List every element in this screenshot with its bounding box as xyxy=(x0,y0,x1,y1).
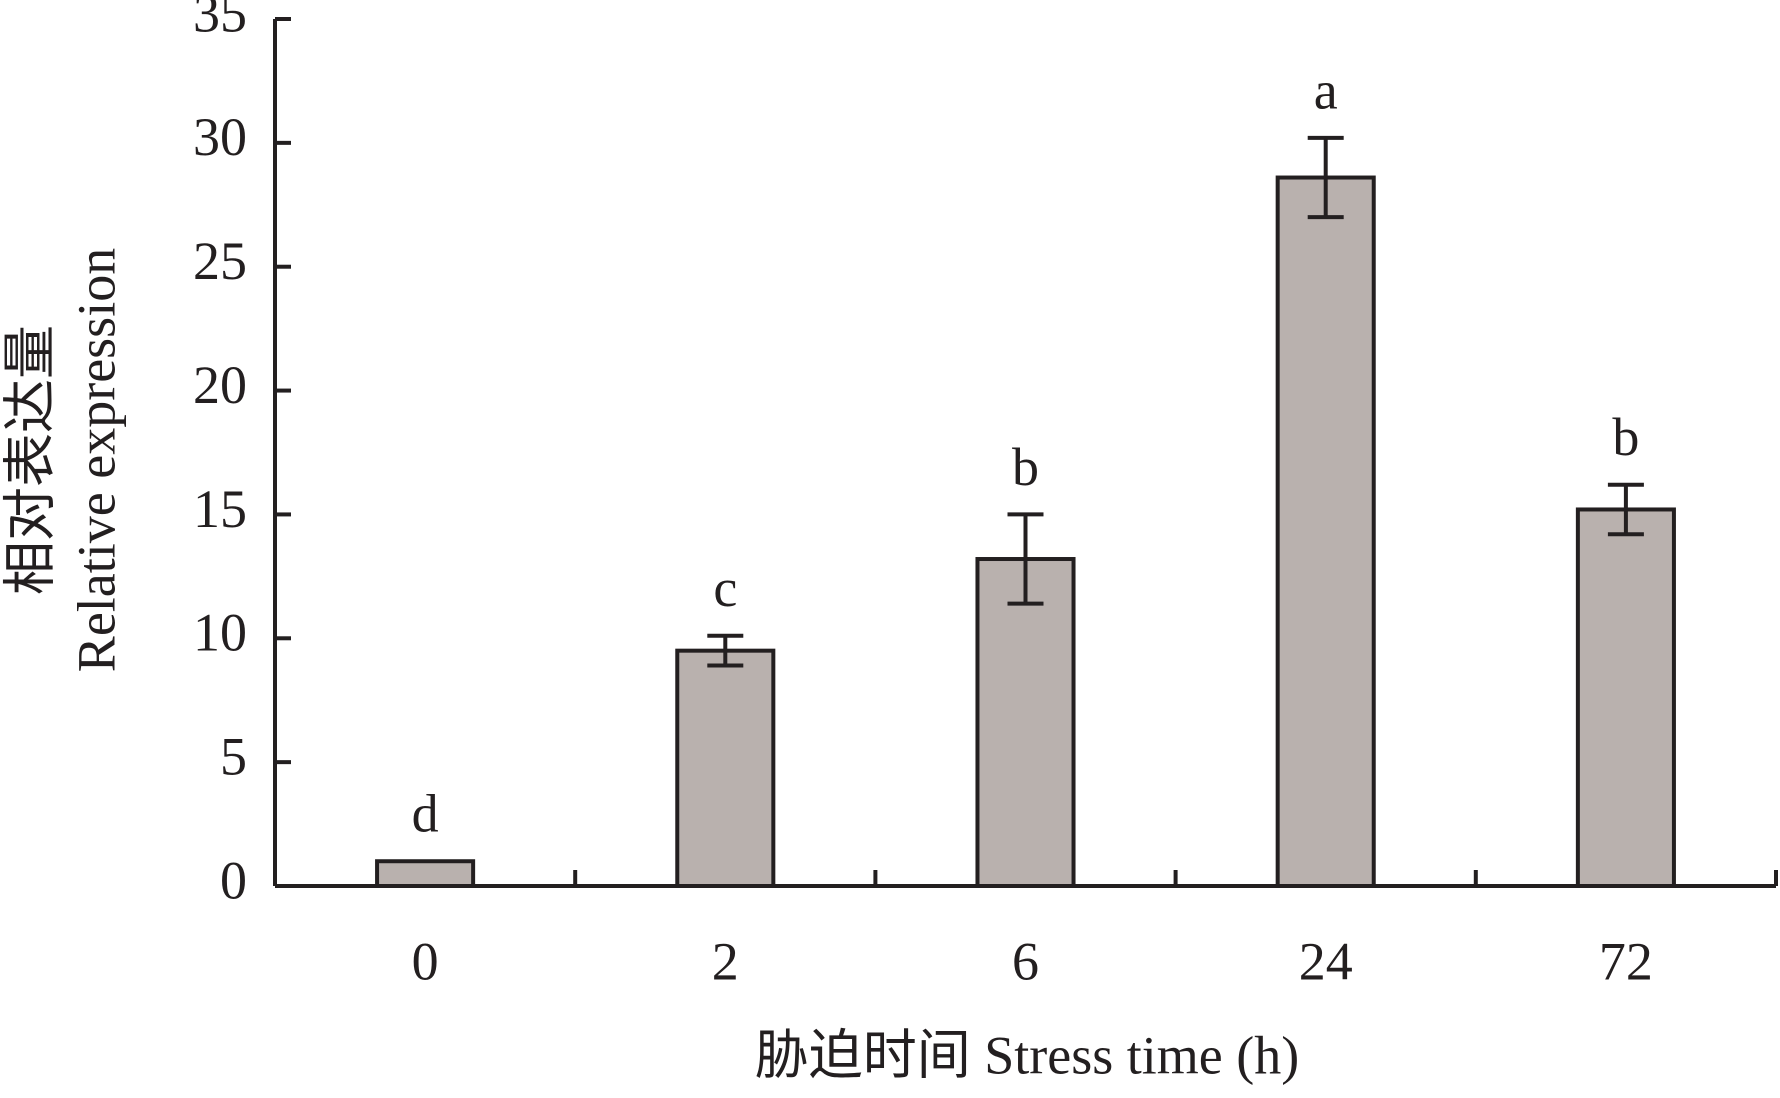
error-bar xyxy=(1007,512,1044,606)
bar xyxy=(975,557,1076,888)
y-axis-label: Relative expression xyxy=(66,248,126,672)
y-tick-label: 30 xyxy=(193,107,247,167)
error-bar xyxy=(707,633,744,668)
error-bar xyxy=(1607,482,1644,537)
y-axis-label: 相对表达量 xyxy=(0,325,60,595)
bar xyxy=(1275,175,1376,888)
x-tick-label: 72 xyxy=(1599,931,1653,991)
y-tick-label: 35 xyxy=(193,0,247,43)
significance-label: c xyxy=(713,558,737,618)
significance-label: a xyxy=(1314,60,1338,120)
significance-label: d xyxy=(412,784,439,844)
bar xyxy=(375,859,476,889)
y-tick-label: 25 xyxy=(193,231,247,291)
significance-label: b xyxy=(1012,437,1039,497)
y-tick-label: 5 xyxy=(220,727,247,787)
significance-label: b xyxy=(1612,407,1639,467)
bar xyxy=(1575,507,1676,888)
x-axis-label: 胁迫时间 Stress time (h) xyxy=(755,1025,1299,1085)
y-tick-label: 10 xyxy=(193,603,247,663)
x-tick-label: 0 xyxy=(412,931,439,991)
bar xyxy=(675,648,776,889)
y-tick-label: 15 xyxy=(193,479,247,539)
y-tick-label: 20 xyxy=(193,355,247,415)
error-bar xyxy=(1307,135,1344,220)
x-tick-label: 24 xyxy=(1299,931,1353,991)
x-tick-label: 2 xyxy=(712,931,739,991)
y-tick-label: 0 xyxy=(220,850,247,910)
x-tick-label: 6 xyxy=(1012,931,1039,991)
